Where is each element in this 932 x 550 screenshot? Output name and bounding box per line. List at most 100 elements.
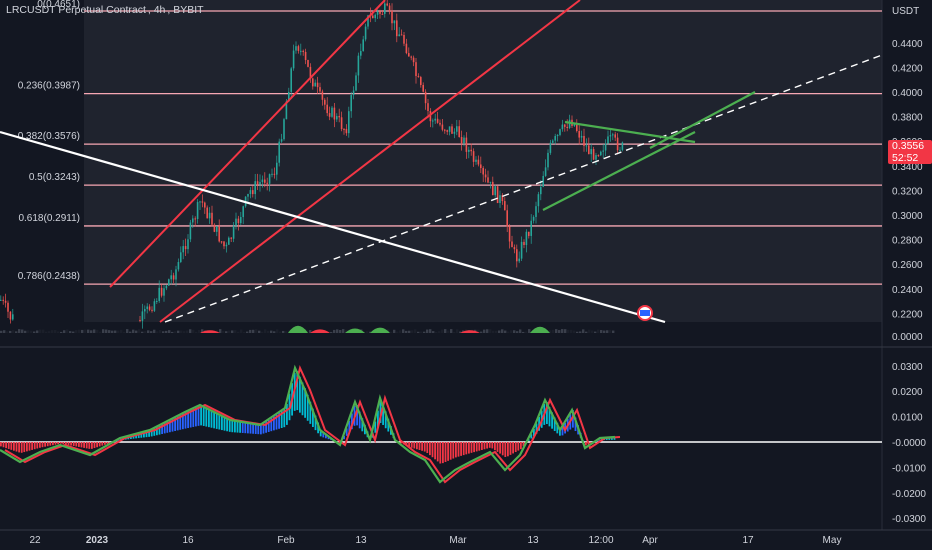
histogram-bar: [423, 442, 426, 452]
candle-body: [218, 226, 220, 242]
volume-bar: [483, 329, 486, 333]
histogram-bar: [119, 438, 122, 441]
volume-bar: [561, 329, 564, 333]
oscillator-axis[interactable]: 0.0300 0.0200 0.0100 -0.0000 -0.0100 -0.0200 -…: [892, 362, 926, 525]
candle-body: [328, 113, 331, 117]
candle-body: [307, 60, 309, 67]
ascending-channel[interactable]: [109, 0, 581, 323]
histogram-bar: [442, 442, 444, 464]
volume-bar: [396, 331, 399, 333]
triangle-pattern[interactable]: [542, 91, 756, 211]
histogram-bar: [104, 442, 106, 445]
volume-bar: [504, 330, 507, 333]
time-axis[interactable]: 22 2023 16 Feb 13 Mar 13 12:00 Apr 17 May: [29, 535, 841, 546]
price-tick-label: 0.4200: [892, 63, 923, 74]
price-axis[interactable]: 0.44000.42000.40000.38000.36000.34000.32…: [892, 39, 923, 343]
candle-body: [525, 231, 528, 246]
histogram-bar: [252, 423, 254, 434]
volume-bar: [57, 331, 60, 333]
histogram-bar: [213, 411, 215, 429]
dashed-support-line[interactable]: [164, 54, 883, 323]
symbol-legend[interactable]: LRCUSDT Perpetual Contract, 4h, BYBIT: [6, 4, 204, 16]
histogram-bar: [239, 421, 241, 433]
candle-body: [410, 56, 412, 58]
candle-body: [530, 220, 532, 236]
candle-body: [225, 244, 228, 247]
histogram-bar: [270, 417, 273, 432]
histogram-bar: [348, 420, 351, 433]
candle-body: [532, 216, 535, 221]
date-range-highlight: [84, 0, 882, 322]
histogram-bar: [418, 442, 421, 451]
histogram-bar: [351, 413, 353, 430]
volume-bar: [168, 330, 171, 333]
candle-body: [496, 186, 499, 203]
candle-body: [331, 107, 333, 117]
histogram-bar: [91, 442, 93, 449]
histogram-bar: [501, 442, 504, 456]
volume-bar: [60, 331, 63, 333]
volume-bar: [498, 330, 501, 333]
volume-bar: [108, 330, 111, 333]
histogram-bar: [262, 423, 265, 434]
volume-bar: [255, 329, 258, 333]
candle-body: [357, 55, 360, 76]
fib-level-label: 0(0.4651): [37, 0, 80, 10]
histogram-bar: [7, 442, 10, 449]
candle-body: [580, 135, 583, 138]
candle-body: [376, 11, 379, 15]
candle-body: [583, 135, 585, 146]
candle-body: [230, 237, 232, 239]
price-tick-label: 0.2200: [892, 309, 923, 320]
triangle-upper-line[interactable]: [564, 120, 696, 144]
volume-bar: [402, 329, 405, 333]
histogram-bar: [174, 417, 176, 431]
fib-level-label: 0.786(0.2438): [18, 271, 80, 282]
histogram-bar: [57, 442, 59, 445]
volume-bar: [276, 329, 279, 333]
volume-bar: [573, 330, 576, 333]
volume-bar: [441, 329, 444, 333]
volume-bar: [486, 329, 489, 333]
volume-bar: [519, 329, 522, 333]
histogram-bar: [13, 442, 15, 451]
candle-body: [549, 142, 552, 153]
channel-lower-line[interactable]: [159, 0, 581, 323]
volume-bar: [495, 330, 498, 333]
fibonacci-retracement[interactable]: 0(0.4651) 0.236(0.3987) 0.382(0.3576) 0.5(0…: [18, 0, 882, 285]
candle-body: [271, 173, 273, 175]
candle-body: [412, 57, 415, 63]
volume-bar: [390, 331, 393, 333]
candle-body: [146, 306, 148, 309]
histogram-bar: [548, 407, 551, 427]
histogram-bar: [527, 439, 530, 441]
volume-bar: [111, 330, 114, 333]
histogram-bar: [377, 410, 379, 428]
candle-body: [559, 129, 561, 135]
histogram-bar: [585, 442, 587, 446]
volume-bar: [135, 330, 138, 333]
last-price-value: 0.3556: [892, 140, 925, 152]
channel-upper-line[interactable]: [109, 0, 386, 288]
histogram-bar: [468, 442, 470, 454]
candle-body: [621, 142, 624, 150]
candle-body: [475, 159, 477, 162]
candle-body: [206, 207, 208, 219]
event-marker-icon[interactable]: [637, 305, 653, 321]
descending-trendline[interactable]: [0, 130, 666, 324]
candle-body: [396, 20, 398, 37]
histogram-bar: [520, 442, 522, 450]
oscillator-tick-label: -0.0000: [892, 438, 926, 449]
candle-body: [451, 126, 453, 134]
histogram-bar: [5, 442, 7, 449]
volume-bar: [219, 329, 222, 333]
histogram-bar: [613, 437, 616, 440]
triangle-lower-line[interactable]: [542, 131, 696, 211]
fib-level-label: 0.236(0.3987): [18, 81, 80, 92]
breakout-arrow-line[interactable]: [649, 91, 756, 149]
histogram-bar: [421, 442, 423, 451]
candle-body: [417, 76, 420, 78]
candle-body: [264, 179, 266, 183]
candle-body: [518, 258, 520, 262]
